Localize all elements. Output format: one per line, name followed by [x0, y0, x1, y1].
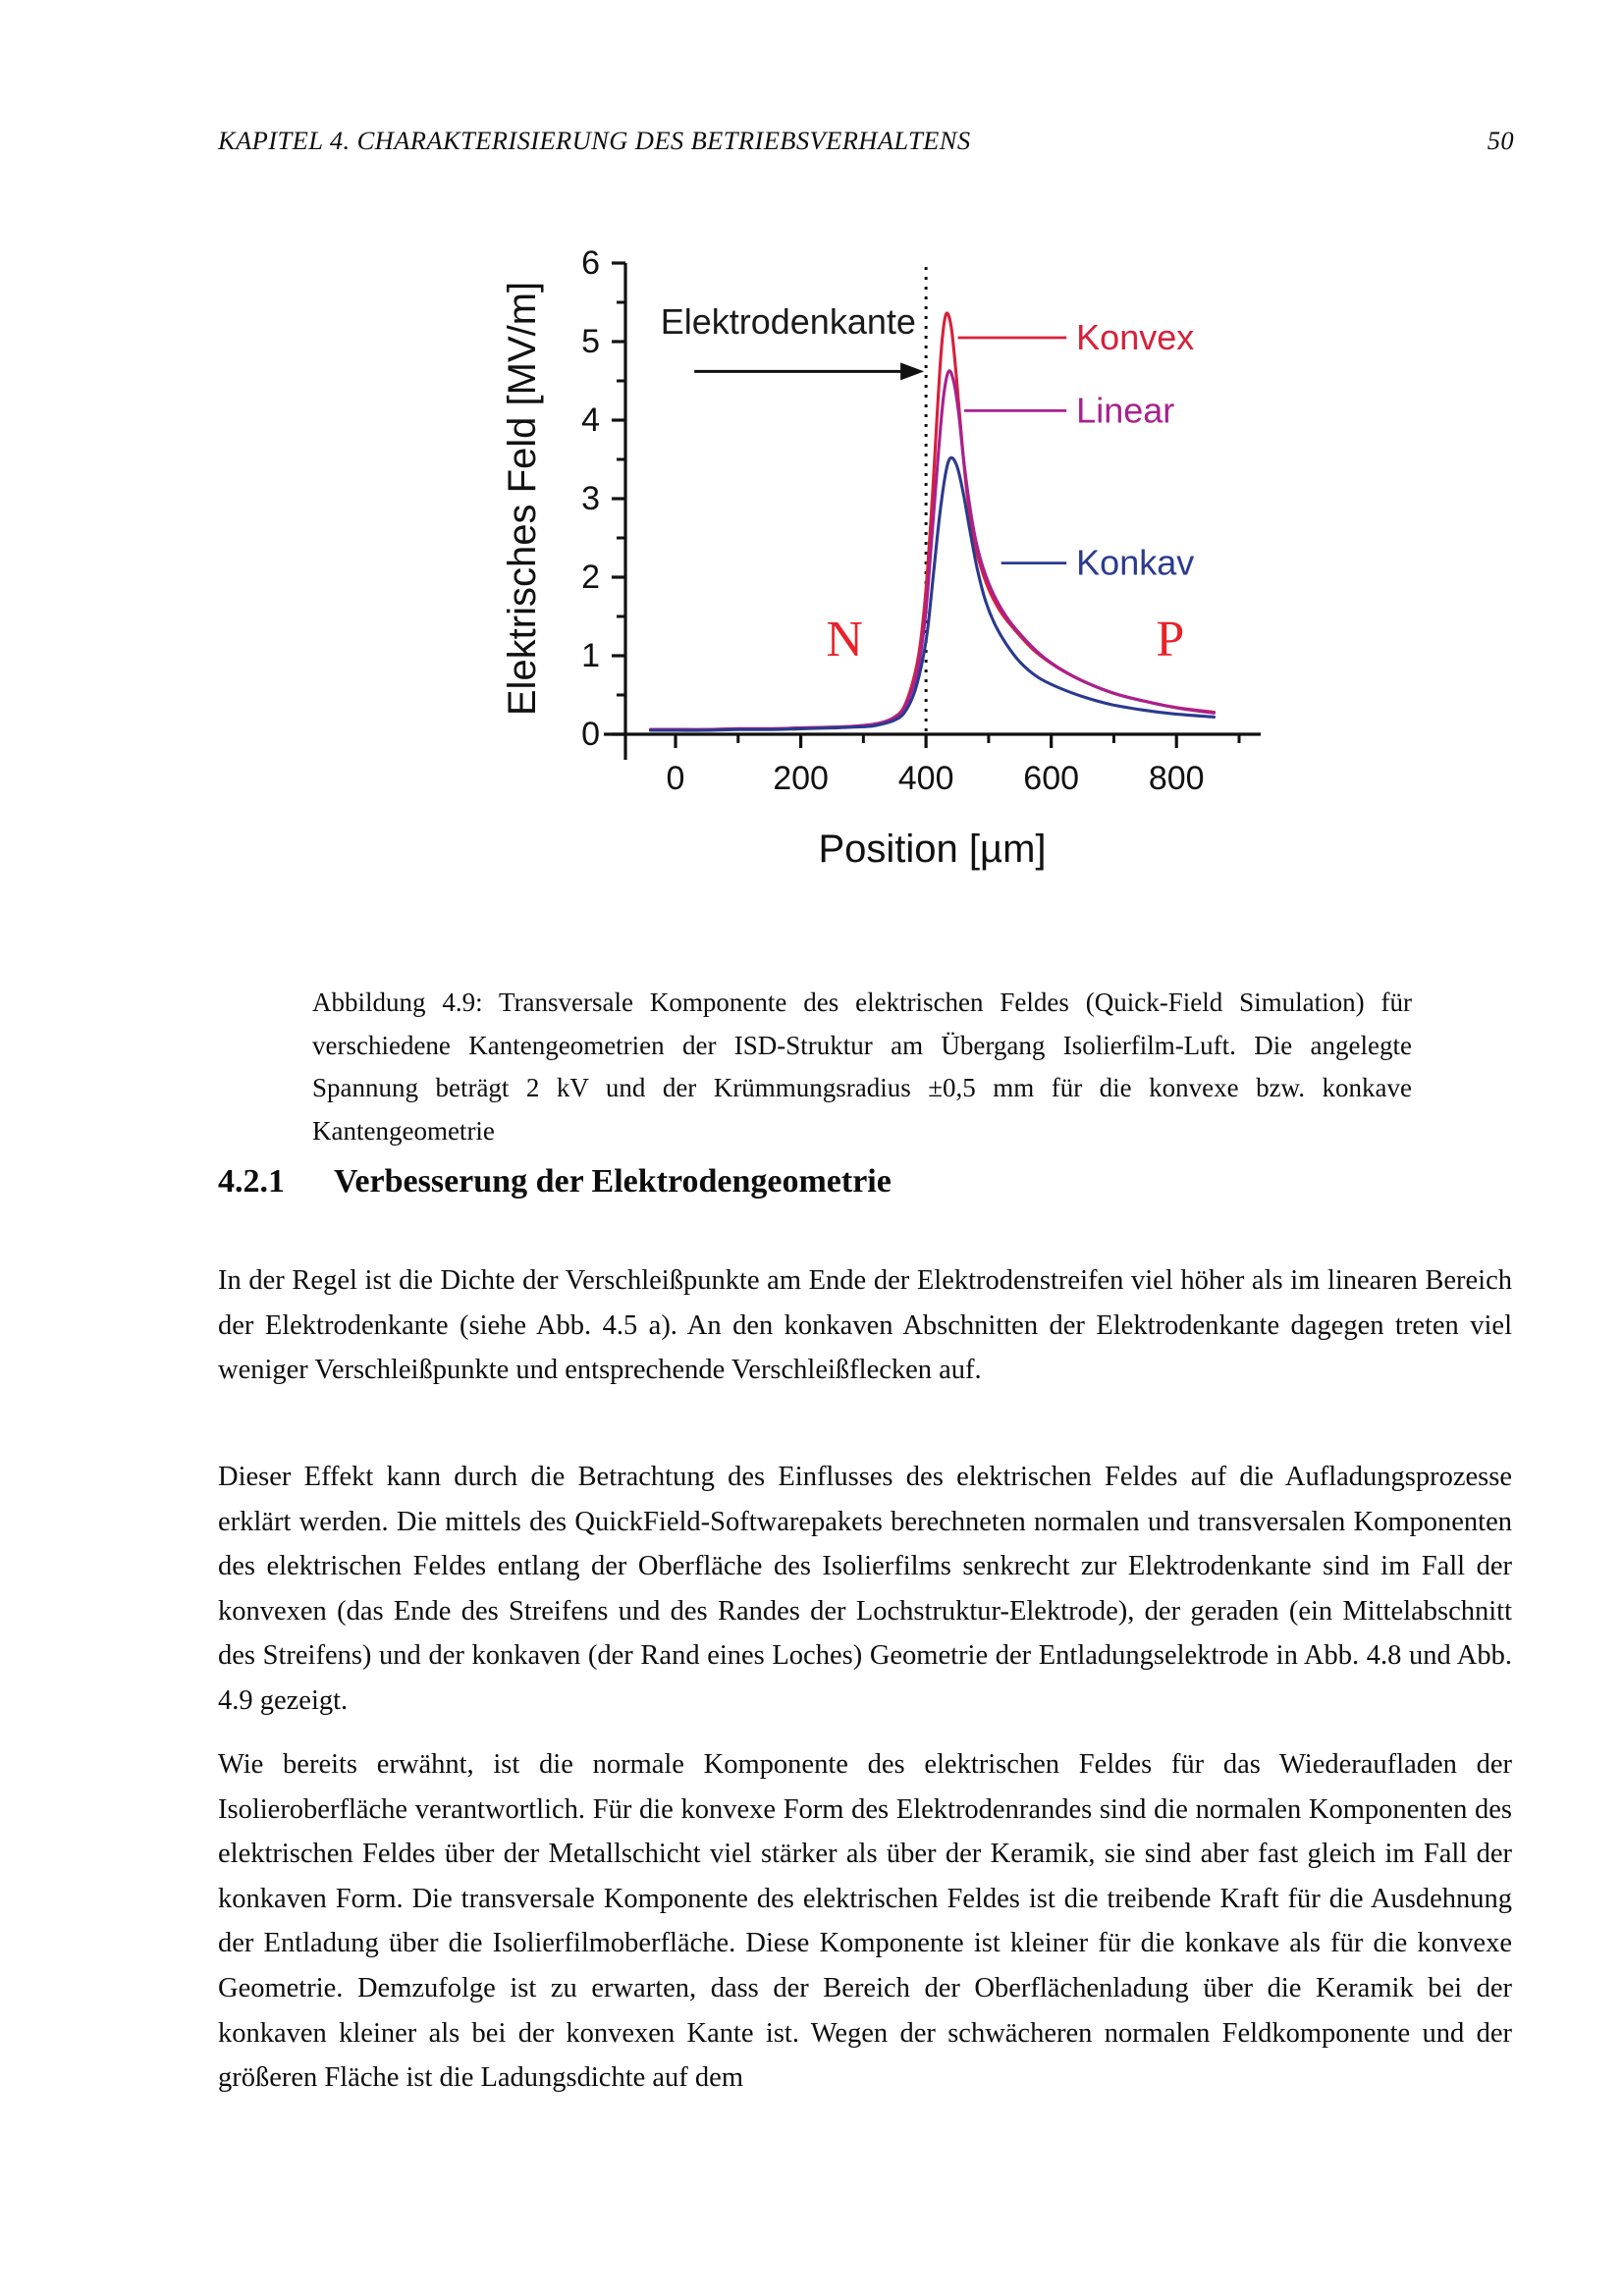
- section-title: Verbesserung der Elektrodengeometrie: [334, 1163, 892, 1200]
- marker-p-label: P: [1156, 612, 1184, 667]
- paragraph-1-text: In der Regel ist die Dichte der Verschle…: [218, 1265, 1512, 1386]
- electrode-edge-arrow-head: [900, 362, 925, 381]
- figure-4-9: 0 1 2 3 4 5 6 0 200 400 600 800 Konvex Linear Konkav …: [218, 234, 1514, 911]
- paragraph-2-text: Dieser Effekt kann durch die Betrachtung…: [218, 1462, 1512, 1716]
- y-tick-label: 5: [581, 323, 600, 360]
- chart-axis-labels: Position [µm] Elektrisches Feld [MV/m]: [501, 282, 1047, 871]
- y-tick-label: 1: [581, 637, 600, 674]
- y-tick-label: 6: [581, 244, 600, 282]
- paragraph-1: In der Regel ist die Dichte der Verschle…: [218, 1258, 1512, 1393]
- legend-label-linear: Linear: [1076, 390, 1174, 430]
- legend-label-konvex: Konvex: [1076, 317, 1194, 357]
- paragraph-3: Wie bereits erwähnt, ist die normale Kom…: [218, 1742, 1512, 2101]
- chart-container: 0 1 2 3 4 5 6 0 200 400 600 800 Konvex Linear Konkav …: [463, 234, 1278, 911]
- x-tick-label: 400: [898, 760, 954, 797]
- figure-caption: Abbildung 4.9: Transversale Komponente d…: [312, 988, 1412, 1146]
- x-axis-title: Position [µm]: [818, 828, 1046, 871]
- running-head-title: KAPITEL 4. CHARAKTERISIERUNG DES BETRIEB…: [218, 126, 971, 155]
- x-tick-label: 200: [773, 760, 829, 797]
- series-line-konkav: [648, 455, 1217, 732]
- chart-axes: 0 1 2 3 4 5 6 0 200 400 600 800: [581, 244, 1261, 797]
- legend-label-konkav: Konkav: [1076, 543, 1194, 583]
- page-number: 50: [1487, 126, 1514, 155]
- x-tick-label: 0: [667, 760, 685, 797]
- chart-series-group: Konvex Linear Konkav: [648, 311, 1217, 732]
- y-axis-title: Elektrisches Feld [MV/m]: [501, 282, 544, 716]
- paragraph-3-text: Wie bereits erwähnt, ist die normale Kom…: [218, 1749, 1512, 2094]
- y-tick-label: 0: [581, 716, 600, 753]
- y-tick-label: 4: [581, 401, 600, 439]
- paragraph-2: Dieser Effekt kann durch die Betrachtung…: [218, 1455, 1512, 1724]
- marker-n-label: N: [826, 612, 863, 667]
- electrode-edge-annotation-label: Elektrodenkante: [661, 301, 916, 342]
- y-tick-label: 3: [581, 480, 600, 517]
- y-tick-label: 2: [581, 559, 600, 596]
- x-tick-label: 600: [1023, 760, 1079, 797]
- chart-annotations: Elektrodenkante N P: [661, 301, 1185, 667]
- section-number: 4.2.1: [218, 1163, 285, 1200]
- running-head: KAPITEL 4. CHARAKTERISIERUNG DES BETRIEB…: [218, 126, 1514, 156]
- x-tick-label: 800: [1149, 760, 1205, 797]
- section-heading: 4.2.1 Verbesserung der Elektrodengeometr…: [218, 1163, 1514, 1201]
